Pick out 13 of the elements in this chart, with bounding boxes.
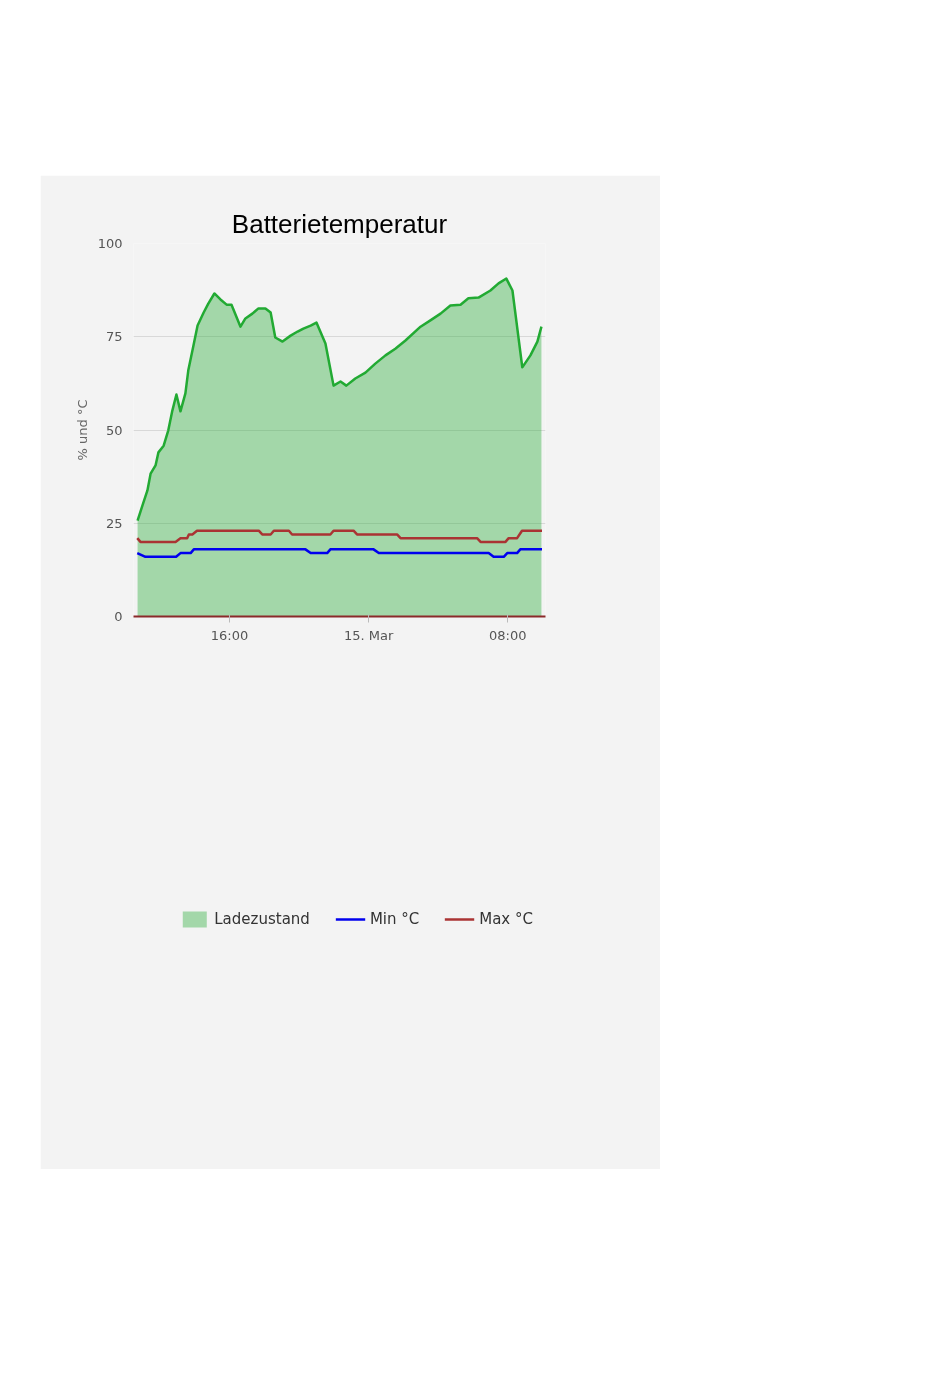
legend-label: Ladezustand [214,910,310,928]
x-tick-label: 16:00 [210,627,249,643]
legend-label: Max °C [479,910,533,928]
y-tick-label: 0 [114,609,123,624]
y-tick-label: 100 [97,236,123,251]
y-tick-label: 75 [105,329,123,345]
legend-label: Min °C [369,910,420,928]
chart-title: Batterietemperatur [231,208,448,239]
y-axis-title: % und °C [74,399,90,461]
y-tick-label: 50 [105,422,123,438]
x-tick-label: 15. Mar [343,627,394,643]
y-tick-label: 25 [105,515,123,531]
x-tick-label: 08:00 [489,627,527,643]
